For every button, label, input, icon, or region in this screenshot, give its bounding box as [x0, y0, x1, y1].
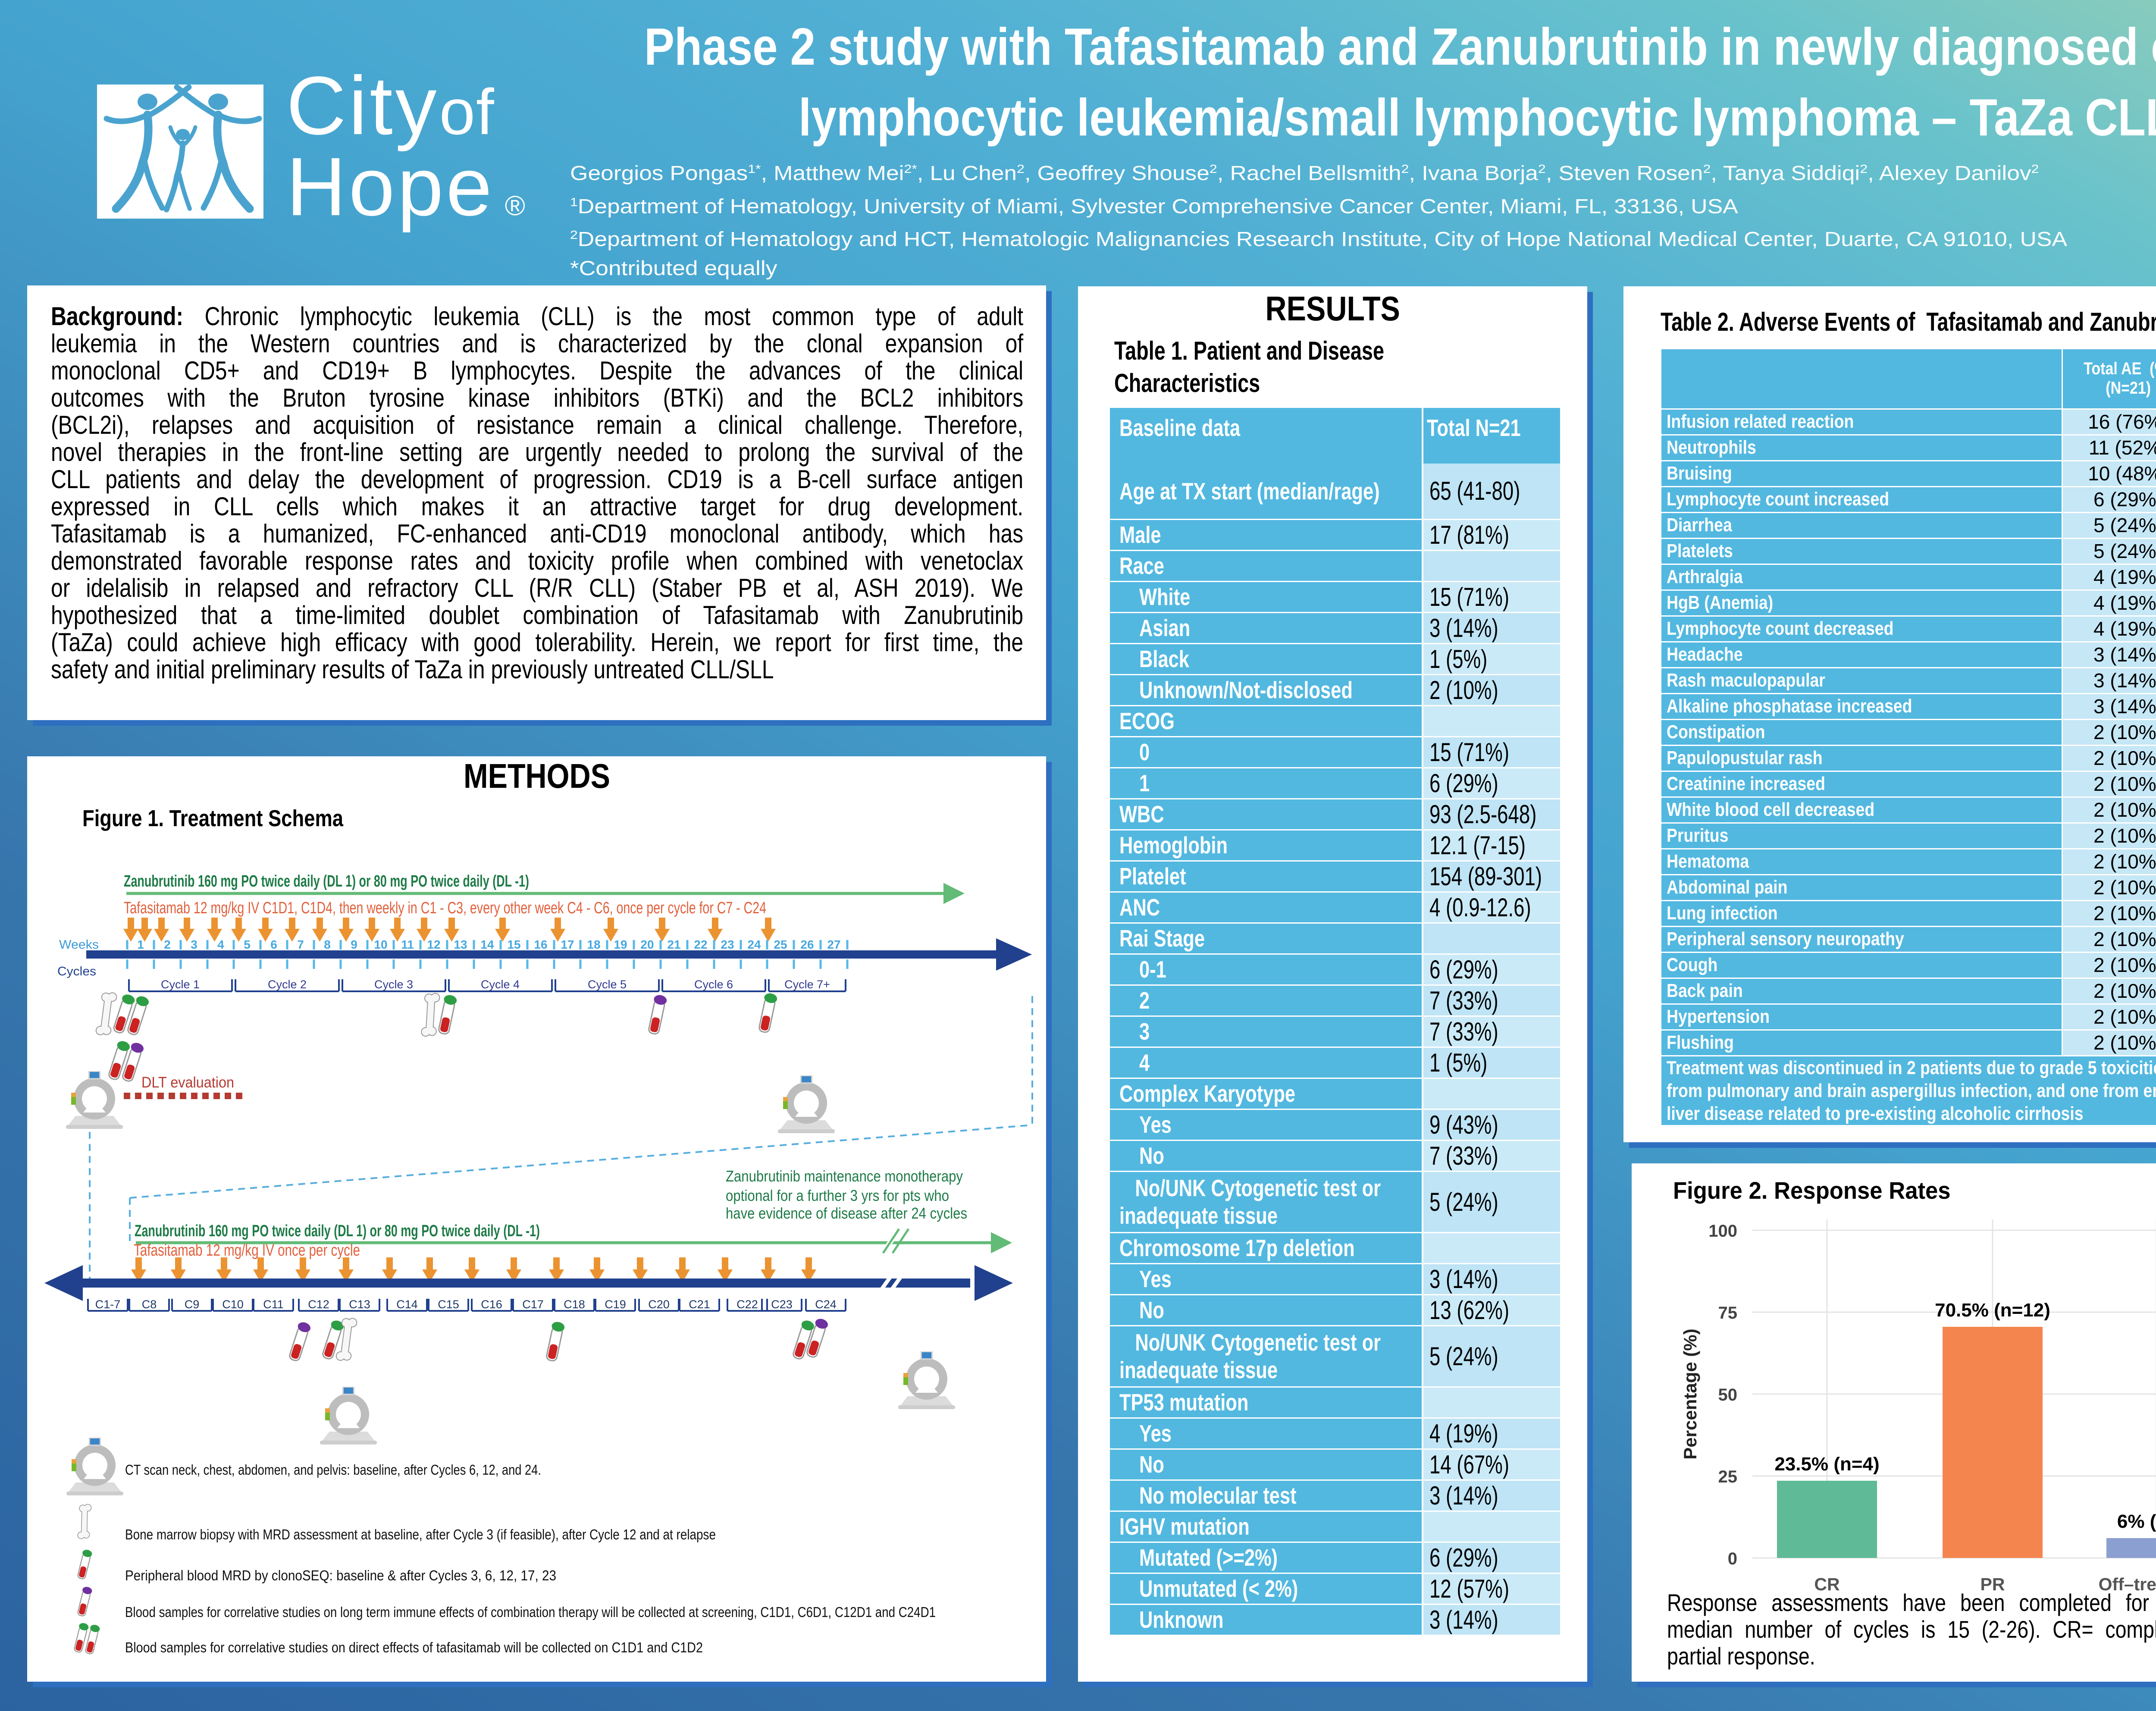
svg-text:C15: C15 [438, 1298, 459, 1311]
svg-text:24: 24 [747, 938, 761, 951]
svg-text:CR: CR [1814, 1574, 1839, 1594]
svg-text:have evidence of disease afte: have evidence of disease after 24 cycles [726, 1204, 967, 1222]
svg-text:22: 22 [694, 938, 707, 951]
svg-text:C10: C10 [222, 1298, 244, 1311]
svg-text:Blood samples for correlative: Blood samples for correlative studies on… [125, 1604, 936, 1620]
svg-text:2: 2 [164, 938, 171, 951]
svg-text:C19: C19 [605, 1298, 626, 1311]
svg-text:100: 100 [1708, 1222, 1737, 1241]
svg-text:Percentage (%): Percentage (%) [1680, 1329, 1700, 1459]
svg-text:8: 8 [324, 938, 331, 951]
svg-text:C11: C11 [263, 1298, 284, 1311]
svg-text:Weeks: Weeks [59, 938, 99, 952]
svg-text:9: 9 [351, 938, 357, 951]
svg-text:4: 4 [217, 938, 224, 951]
svg-text:26: 26 [800, 938, 814, 951]
svg-text:C21: C21 [689, 1298, 710, 1311]
svg-text:Zanubrutinib 160 mg PO twice: Zanubrutinib 160 mg PO twice daily (DL 1… [135, 1222, 540, 1240]
svg-text:Cycle 3: Cycle 3 [374, 978, 413, 991]
svg-text:25: 25 [1718, 1467, 1738, 1486]
svg-text:Cycle 1: Cycle 1 [161, 978, 200, 991]
svg-text:15: 15 [507, 938, 520, 951]
svg-text:CT scan neck, chest, abdomen,: CT scan neck, chest, abdomen, and pelvis… [125, 1462, 541, 1478]
svg-text:Bone marrow biopsy with MRD as: Bone marrow biopsy with MRD assessment a… [125, 1526, 716, 1542]
svg-text:C18: C18 [564, 1298, 585, 1311]
svg-text:5: 5 [244, 938, 251, 951]
svg-text:PR: PR [1981, 1574, 2005, 1594]
svg-text:13: 13 [454, 938, 467, 951]
svg-text:Cycle 2: Cycle 2 [268, 978, 307, 991]
svg-text:19: 19 [614, 938, 627, 951]
svg-text:17: 17 [561, 938, 574, 951]
svg-text:C24: C24 [815, 1298, 837, 1311]
svg-text:C22: C22 [736, 1298, 758, 1311]
svg-text:C17: C17 [522, 1298, 544, 1311]
svg-text:75: 75 [1718, 1304, 1738, 1322]
svg-text:3: 3 [191, 938, 197, 951]
svg-text:Cycles: Cycles [57, 965, 96, 978]
svg-text:C12: C12 [308, 1298, 329, 1311]
svg-text:16: 16 [534, 938, 547, 951]
svg-text:50: 50 [1718, 1385, 1738, 1404]
svg-text:7: 7 [297, 938, 304, 951]
svg-text:Off–treatment: Off–treatment [2099, 1574, 2156, 1594]
svg-text:0: 0 [1728, 1549, 1737, 1568]
svg-text:23: 23 [721, 938, 734, 951]
svg-text:23.5% (n=4): 23.5% (n=4) [1774, 1454, 1879, 1475]
svg-text:Blood samples for correlative: Blood samples for correlative studies on… [125, 1639, 703, 1655]
svg-text:20: 20 [640, 938, 654, 951]
svg-text:10: 10 [374, 938, 387, 951]
svg-text:optional for a further 3 yrs f: optional for a further 3 yrs for pts who [726, 1187, 949, 1204]
svg-text:C9: C9 [185, 1298, 200, 1311]
svg-text:Peripheral blood MRD by clonoS: Peripheral blood MRD by clonoSEQ: baseli… [125, 1567, 556, 1583]
svg-text:Zanubrutinib maintenance monot: Zanubrutinib maintenance monotherapy [726, 1167, 963, 1185]
svg-text:18: 18 [587, 938, 600, 951]
svg-text:Cycle 7+: Cycle 7+ [784, 978, 830, 991]
svg-text:27: 27 [827, 938, 840, 951]
svg-text:C16: C16 [481, 1298, 502, 1311]
svg-text:Cycle 6: Cycle 6 [694, 978, 733, 991]
svg-text:C8: C8 [142, 1298, 157, 1311]
svg-text:14: 14 [480, 938, 494, 951]
svg-text:C13: C13 [349, 1298, 370, 1311]
svg-text:C1-7: C1-7 [95, 1298, 121, 1311]
svg-text:C14: C14 [396, 1298, 418, 1311]
svg-text:12: 12 [427, 938, 440, 951]
svg-text:6: 6 [270, 938, 277, 951]
svg-text:25: 25 [774, 938, 787, 951]
svg-text:Cycle 5: Cycle 5 [588, 978, 627, 991]
svg-text:1: 1 [137, 938, 144, 951]
svg-text:21: 21 [667, 938, 680, 951]
svg-text:Tafasitamab 12 mg/kg IV once p: Tafasitamab 12 mg/kg IV once per cycle [134, 1241, 360, 1260]
svg-text:Zanubrutinib 160 mg PO twice: Zanubrutinib 160 mg PO twice daily (DL 1… [124, 872, 529, 890]
svg-text:6% (n=1): 6% (n=1) [2117, 1511, 2156, 1532]
svg-text:70.5% (n=12): 70.5% (n=12) [1935, 1300, 2050, 1321]
svg-text:C20: C20 [648, 1298, 670, 1311]
svg-text:Tafasitamab 12 mg/kg IV C1D1,: Tafasitamab 12 mg/kg IV C1D1, C1D4, then… [124, 899, 766, 917]
svg-text:DLT evaluation: DLT evaluation [141, 1074, 234, 1091]
svg-text:11: 11 [401, 938, 414, 951]
svg-text:C23: C23 [771, 1298, 793, 1311]
svg-text:Cycle 4: Cycle 4 [481, 978, 520, 991]
